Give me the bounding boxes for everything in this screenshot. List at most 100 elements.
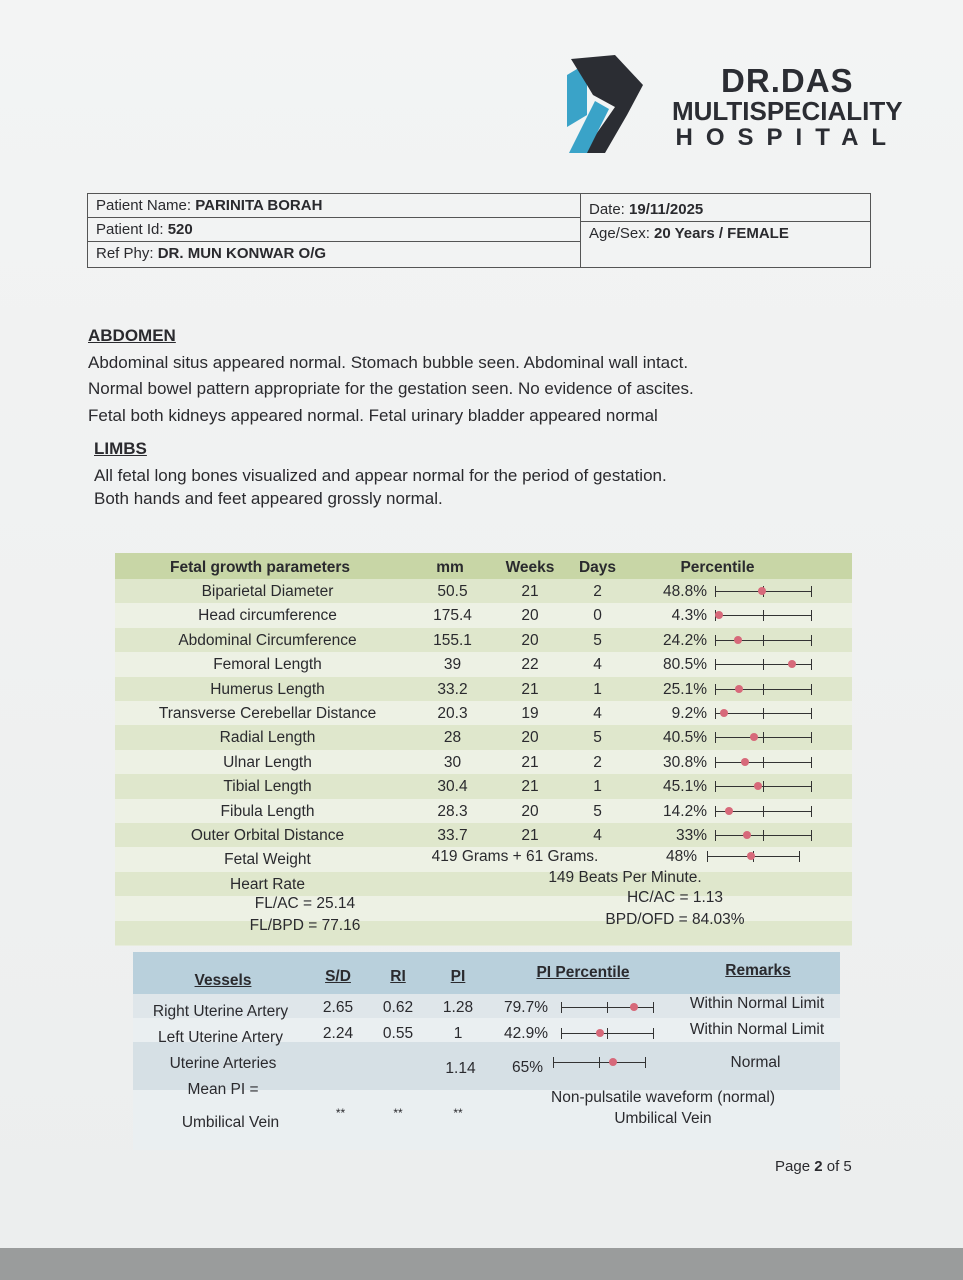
percentile-tick xyxy=(715,708,716,719)
percentile-marker xyxy=(715,611,724,620)
percentile-value: 4.3% xyxy=(671,607,707,625)
mean-pi-value: 1.14 xyxy=(445,1060,476,1077)
percentile-tick xyxy=(763,610,764,622)
weeks-value: 21 xyxy=(521,827,539,844)
percentile-marker xyxy=(740,757,749,766)
sd-value: 2.24 xyxy=(322,1025,354,1042)
percentile-tick xyxy=(811,610,812,622)
hospital-name: DR.DAS MULTISPECIALITY HOSPITAL xyxy=(672,62,903,152)
weeks-value: 20 xyxy=(521,607,539,625)
percentile-tick xyxy=(653,1028,654,1039)
percentile-tick xyxy=(553,1057,554,1068)
heart-rate-value: 149 Beats Per Minute. xyxy=(548,868,702,886)
parameter-name: Humerus Length xyxy=(210,680,325,698)
percentile-tick xyxy=(763,708,764,719)
abdomen-section: ABDOMEN Abdominal situs appeared normal.… xyxy=(88,323,694,429)
column-header: Fetal growth parameters xyxy=(169,559,351,576)
mm-value: 33.2 xyxy=(437,680,468,698)
mm-value: 175.4 xyxy=(433,607,472,625)
percentile-tick xyxy=(763,830,764,841)
bpd-ofd-ratio: BPD/OFD = 84.03% xyxy=(605,910,745,928)
percentile-tick xyxy=(607,1002,608,1013)
page-number: Page 2 of 5 xyxy=(775,1158,852,1175)
weeks-value: 20 xyxy=(521,729,539,747)
percentile-tick xyxy=(561,1002,562,1013)
mean-remark: Normal xyxy=(730,1054,781,1071)
report-date: Date: 19/11/2025 xyxy=(581,198,870,222)
header-band xyxy=(133,952,840,994)
weeks-value: 20 xyxy=(521,802,539,820)
percentile-tick xyxy=(715,805,716,817)
limbs-line: All fetal long bones visualized and appe… xyxy=(94,465,667,485)
abdomen-line: Abdominal situs appeared normal. Stomach… xyxy=(88,352,689,372)
percentile-tick xyxy=(763,756,764,768)
column-header: Percentile xyxy=(680,559,755,576)
days-value: 1 xyxy=(593,680,602,698)
limbs-line: Both hands and feet appeared grossly nor… xyxy=(94,489,443,508)
uv-remark: Umbilical Vein xyxy=(614,1110,712,1127)
percentile-tick xyxy=(811,805,812,817)
brand-line3: HOSPITAL xyxy=(675,124,900,151)
fetal-growth-table: Fetal growth parameters mm Weeks Days Percen… xyxy=(115,553,852,946)
days-value: 2 xyxy=(593,753,602,771)
weeks-value: 21 xyxy=(521,680,539,698)
days-value: 5 xyxy=(593,729,602,747)
patient-id: Patient Id: 520 xyxy=(88,218,580,242)
heart-rate-label: Heart Rate xyxy=(230,875,305,893)
percentile-tick xyxy=(763,805,764,817)
parameter-name: Fibula Length xyxy=(220,802,315,820)
percentile-tick xyxy=(763,634,764,646)
percentile-tick xyxy=(715,634,716,646)
days-value: 1 xyxy=(593,778,602,796)
parameter-name: Abdominal Circumference xyxy=(178,631,357,649)
percentile-tick xyxy=(599,1057,600,1068)
percentile-tick xyxy=(763,683,764,695)
weeks-value: 21 xyxy=(521,583,539,600)
pi-value: 1 xyxy=(453,1025,463,1042)
weeks-value: 22 xyxy=(521,656,539,674)
percentile-tick xyxy=(715,683,716,695)
row-band xyxy=(133,1018,840,1042)
days-value: 5 xyxy=(593,802,602,820)
percentile-value: 80.5% xyxy=(663,656,707,674)
column-header: mm xyxy=(436,559,464,576)
hc-ac-ratio: HC/AC = 1.13 xyxy=(626,888,724,906)
days-value: 2 xyxy=(593,583,602,600)
column-header: Weeks xyxy=(505,559,555,576)
vessels-table: Vessels S/D RI PI PI Percentile Remarks Right … xyxy=(133,952,840,1150)
percentile-bar xyxy=(715,731,812,744)
days-value: 4 xyxy=(593,656,602,674)
brand-line1: DR.DAS xyxy=(721,62,854,99)
parameter-name: Outer Orbital Distance xyxy=(190,827,345,844)
percentile-marker xyxy=(630,1003,639,1011)
hospital-logo xyxy=(567,55,643,153)
parameter-name: Transverse Cerebellar Distance xyxy=(158,705,377,722)
percentile-tick xyxy=(763,659,764,671)
percentile-tick xyxy=(715,756,716,768)
fl-ac-ratio: FL/AC = 25.14 xyxy=(254,894,356,912)
parameter-name: Head circumference xyxy=(198,607,337,625)
percentile-tick xyxy=(811,683,812,695)
percentile-tick xyxy=(811,634,812,646)
column-header: PI xyxy=(450,968,466,985)
mm-value: 30.4 xyxy=(437,778,468,796)
abdomen-line: Fetal both kidneys appeared normal. Feta… xyxy=(88,405,658,425)
percentile-marker xyxy=(734,635,743,644)
percentile-marker xyxy=(596,1029,605,1037)
mm-value: 28.3 xyxy=(437,802,468,820)
uv-remark: Non-pulsatile waveform (normal) xyxy=(551,1089,775,1106)
ref-physician: Ref Phy: DR. MUN KONWAR O/G xyxy=(96,245,327,262)
percentile-tick xyxy=(653,1002,654,1013)
percentile-marker xyxy=(742,831,751,839)
parameter-name: Tibial Length xyxy=(223,778,312,796)
percentile-tick xyxy=(715,586,716,597)
header-band xyxy=(115,553,852,579)
patient-info-box: Patient Name: PARINITA BORAH Patient Id:… xyxy=(87,193,871,268)
parameter-name: Femoral Length xyxy=(213,656,322,674)
umbilical-vein-label: Umbilical Vein xyxy=(181,1114,280,1131)
row-band xyxy=(115,896,852,921)
remark: Within Normal Limit xyxy=(689,995,825,1012)
weeks-value: 19 xyxy=(521,705,539,722)
mean-label: Uterine Arteries xyxy=(169,1055,277,1072)
brand-line2: MULTISPECIALITY xyxy=(672,96,903,126)
